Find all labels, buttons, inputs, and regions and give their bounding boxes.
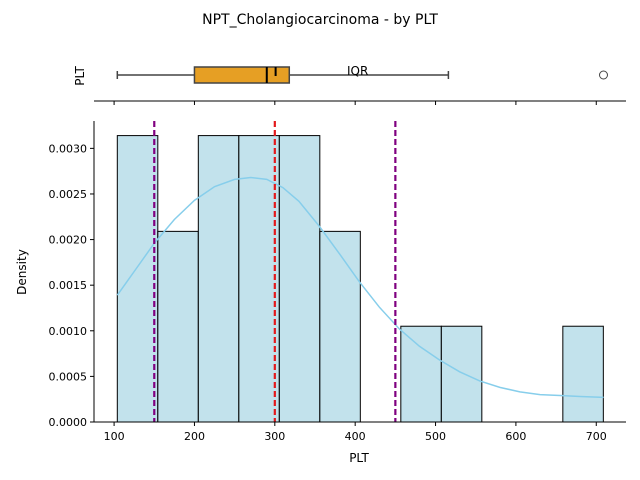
histogram-panel: 100 200 300 400 500 600 700 0.0000 0.0005 0.0010…: [15, 121, 626, 465]
x-tick-label: 300: [264, 430, 285, 443]
histogram-bar: [238, 135, 280, 423]
histogram-bar: [562, 325, 604, 423]
histogram-bar: [116, 135, 159, 423]
x-tick-label: 200: [184, 430, 205, 443]
y-tick-label: 0.0005: [49, 370, 88, 383]
chart-title: NPT_Cholangiocarcinoma - by PLT: [202, 12, 438, 28]
histogram-bar: [319, 230, 361, 423]
reference-lines: [153, 121, 397, 422]
y-tick-label: 0.0000: [49, 416, 88, 429]
histogram-bars: [116, 135, 604, 423]
kde-curve: [116, 176, 604, 399]
outlier-point: [598, 70, 608, 80]
x-axis-label: PLT: [349, 451, 369, 465]
histogram-bar: [157, 230, 199, 423]
iqr-box: [193, 66, 291, 84]
boxplot-ylabel: PLT: [73, 66, 87, 86]
x-tick-label: 100: [104, 430, 125, 443]
y-axis-ticks: 0.0000 0.0005 0.0010 0.0015 0.0020 0.0025 0.00…: [49, 142, 94, 429]
x-axis-ticks: 100 200 300 400 500 600 700: [104, 422, 607, 443]
y-axis-label: Density: [15, 249, 29, 295]
boxplot-xticks: [113, 101, 597, 105]
histogram-bar: [400, 325, 442, 423]
histogram-bar: [278, 135, 321, 423]
x-tick-label: 700: [586, 430, 607, 443]
x-tick-label: 400: [345, 430, 366, 443]
y-tick-label: 0.0015: [49, 279, 88, 292]
y-tick-label: 0.0010: [49, 325, 88, 338]
y-tick-label: 0.0020: [49, 234, 88, 247]
boxplot-panel: PLT IQR: [73, 64, 626, 105]
histogram-bar: [440, 325, 483, 423]
y-tick-label: 0.0030: [49, 142, 88, 155]
x-tick-label: 500: [425, 430, 446, 443]
histogram-bar: [197, 135, 240, 423]
iqr-annotation: IQR: [347, 64, 368, 78]
y-tick-label: 0.0025: [49, 188, 88, 201]
x-tick-label: 600: [505, 430, 526, 443]
